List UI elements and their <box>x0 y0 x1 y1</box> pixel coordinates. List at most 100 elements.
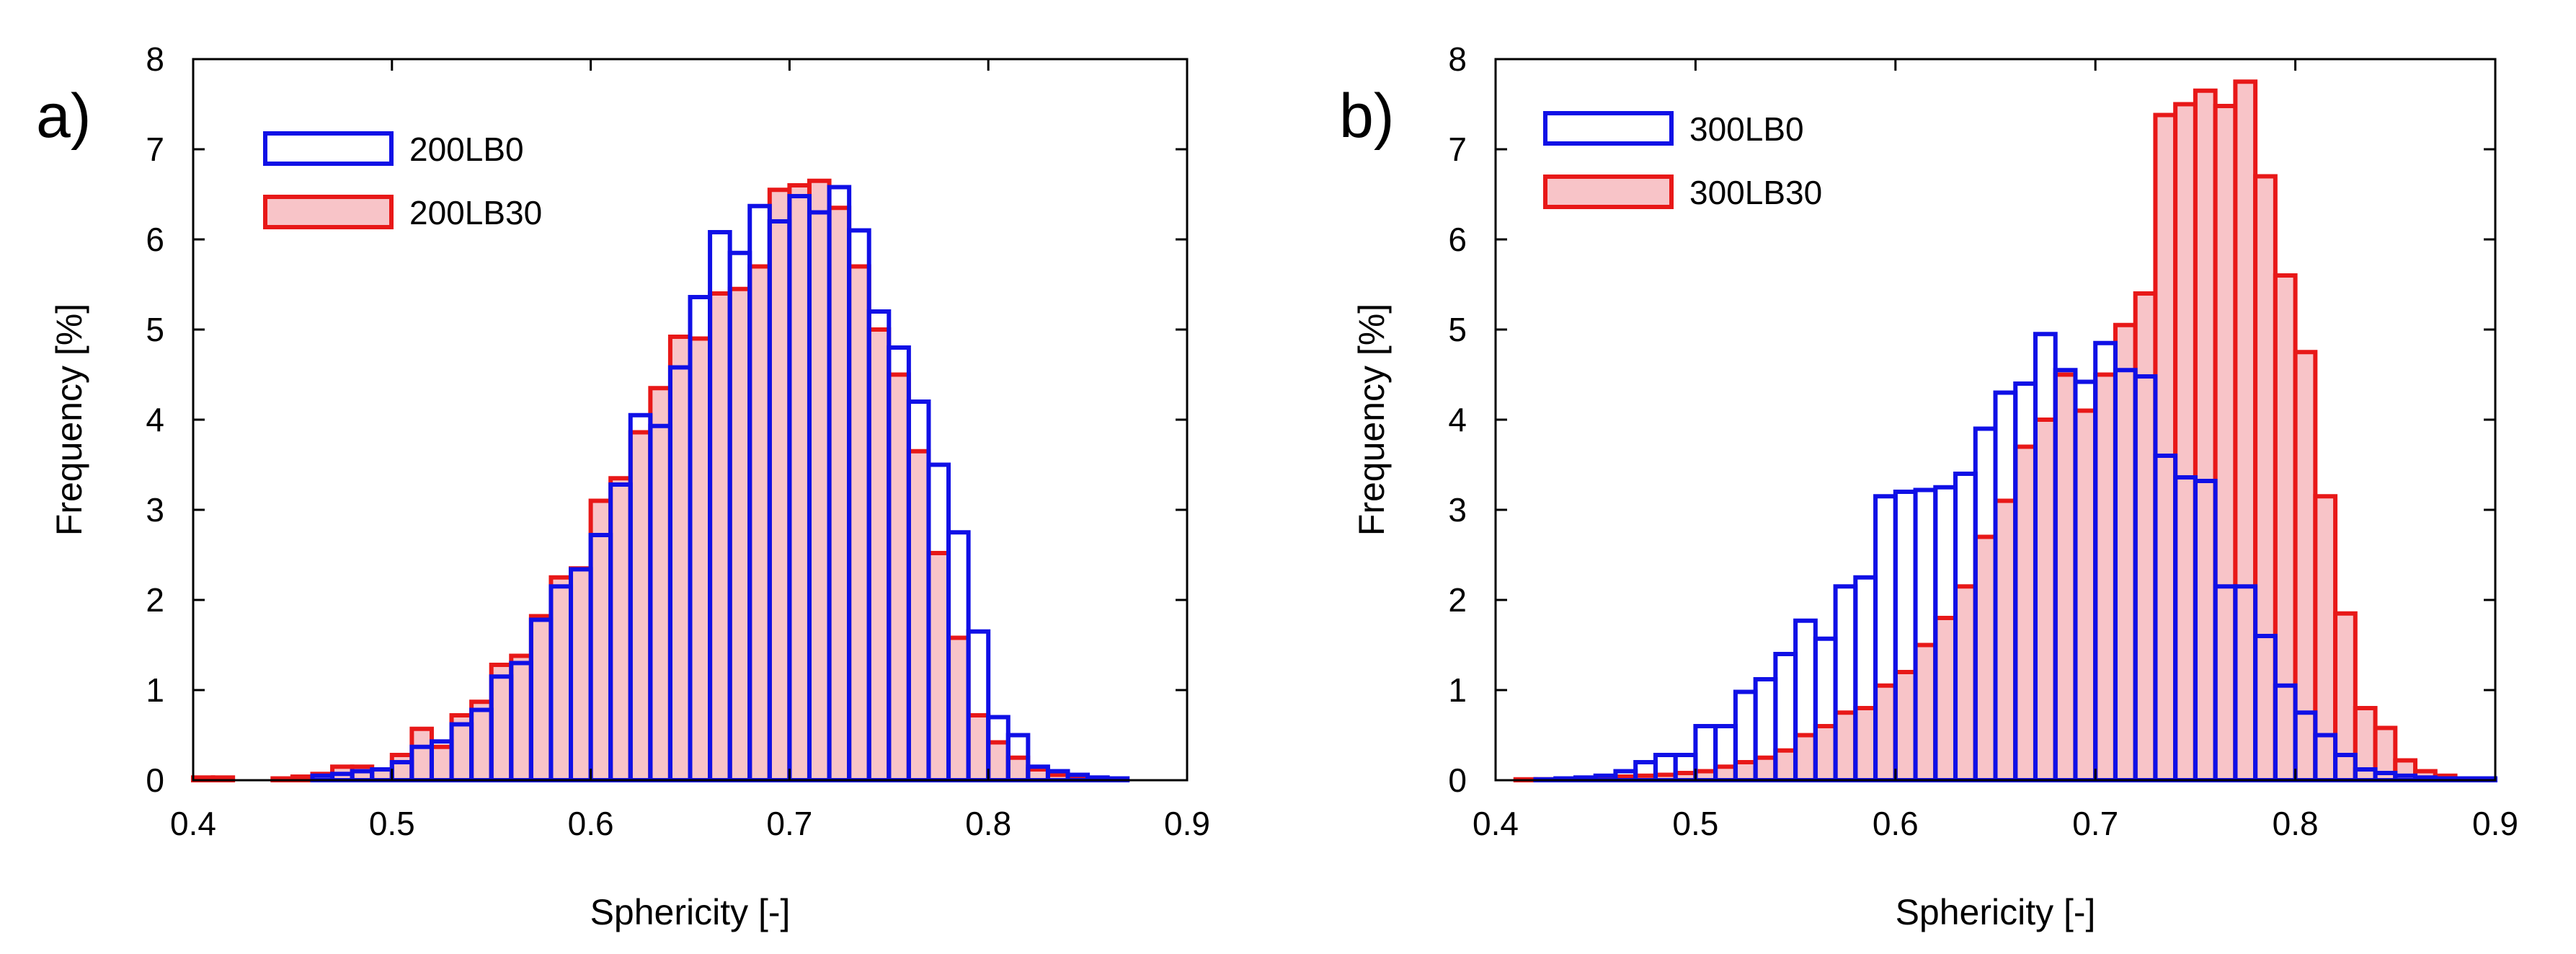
bar <box>2193 88 2218 782</box>
bar <box>2293 350 2318 782</box>
bar <box>1793 733 1818 782</box>
bar <box>469 699 494 782</box>
y-tick-label: 0 <box>1448 761 1467 799</box>
legend-swatch <box>263 195 394 229</box>
x-tick-label: 0.6 <box>1873 805 1919 842</box>
bar <box>1005 755 1031 782</box>
bar <box>767 187 792 782</box>
legend-swatch <box>1543 175 1674 209</box>
bar <box>1933 616 1958 782</box>
bar <box>608 476 633 782</box>
bar <box>2053 372 2078 782</box>
y-tick-label: 1 <box>146 671 164 709</box>
bar <box>866 327 892 782</box>
x-tick-label: 0.5 <box>1672 805 1718 842</box>
bar <box>528 614 554 782</box>
legend-label: 300LB30 <box>1689 174 1822 211</box>
bar <box>966 713 991 782</box>
bar <box>2153 112 2178 782</box>
legend: 200LB0 200LB30 <box>263 131 542 231</box>
bar <box>2313 494 2338 782</box>
bar <box>887 372 911 782</box>
bar <box>827 206 852 782</box>
bar <box>847 264 871 782</box>
bar <box>409 726 434 782</box>
y-tick-label: 4 <box>146 401 164 438</box>
x-tick-label: 0.4 <box>170 805 216 842</box>
y-tick-label: 4 <box>1448 401 1467 438</box>
bar <box>2073 408 2098 782</box>
bar <box>2013 444 2038 782</box>
bar <box>787 183 812 782</box>
bar <box>1853 706 1878 782</box>
bar <box>946 635 971 782</box>
bar <box>648 386 672 782</box>
bar <box>2093 372 2118 782</box>
x-tick-label: 0.8 <box>965 805 1011 842</box>
bar <box>628 430 653 782</box>
bar <box>548 575 574 782</box>
x-tick-label: 0.9 <box>2472 805 2518 842</box>
bar <box>2273 273 2298 782</box>
x-tick-label: 0.7 <box>766 805 812 842</box>
y-axis-title: Frequency [%] <box>49 304 89 536</box>
bar <box>2233 79 2258 782</box>
panel-b: 0.4 0.5 0.6 0.7 0.8 0.9 0 1 2 3 4 5 6 7 8 Sphericity [-… <box>1339 40 2518 932</box>
x-tick-label: 0.4 <box>1473 805 1519 842</box>
legend-swatch <box>1543 111 1674 146</box>
series-200LB30 <box>191 178 1091 782</box>
y-tick-label: 6 <box>1448 221 1467 258</box>
bar <box>1973 534 1998 782</box>
bar <box>1993 498 2018 782</box>
x-axis-title: Sphericity [-] <box>590 892 791 932</box>
legend-label: 300LB0 <box>1689 110 1804 148</box>
y-tick-label: 3 <box>146 491 164 529</box>
y-tick-label: 3 <box>1448 491 1467 529</box>
bar <box>489 663 514 782</box>
x-tick-label: 0.6 <box>568 805 614 842</box>
bar <box>926 551 951 782</box>
y-axis-title: Frequency [%] <box>1351 304 1392 536</box>
bar <box>747 264 772 782</box>
bar <box>429 744 454 782</box>
bar <box>2113 322 2138 782</box>
x-tick-label: 0.7 <box>2072 805 2118 842</box>
bar <box>389 753 414 782</box>
bar <box>1893 670 1918 782</box>
x-tick-label: 0.8 <box>2273 805 2319 842</box>
y-tick-label: 1 <box>1448 671 1467 709</box>
x-tick-label: 0.5 <box>369 805 415 842</box>
y-tick-label: 5 <box>1448 311 1467 348</box>
bar <box>588 498 613 782</box>
bar <box>2173 102 2198 782</box>
bar <box>569 566 593 782</box>
y-tick-label: 2 <box>1448 581 1467 619</box>
bar <box>807 178 832 782</box>
bar <box>2253 174 2278 782</box>
panel-label: b) <box>1339 81 1394 151</box>
bar <box>727 286 752 782</box>
bar <box>1833 710 1858 782</box>
y-tick-label: 5 <box>146 311 164 348</box>
x-tick-label: 0.9 <box>1164 805 1210 842</box>
bar <box>1813 724 1838 782</box>
bar <box>1753 755 1778 782</box>
legend-swatch <box>263 131 394 166</box>
bar <box>688 336 713 782</box>
bar <box>509 653 533 782</box>
legend-label: 200LB30 <box>409 194 542 231</box>
bar <box>1953 584 1978 782</box>
y-tick-label: 8 <box>146 40 164 78</box>
bar <box>1913 642 1938 782</box>
panel-a: 0.4 0.5 0.6 0.7 0.8 0.9 0 1 2 3 4 5 6 7 8 Sphericity [-… <box>36 40 1210 932</box>
bar <box>906 449 931 782</box>
bar <box>1773 748 1798 782</box>
bar <box>2033 418 2058 782</box>
bar <box>1733 760 1758 782</box>
y-tick-label: 7 <box>146 131 164 168</box>
bar <box>986 740 1011 782</box>
bar <box>667 335 693 782</box>
bar <box>2133 291 2158 782</box>
panel-label: a) <box>36 81 91 151</box>
